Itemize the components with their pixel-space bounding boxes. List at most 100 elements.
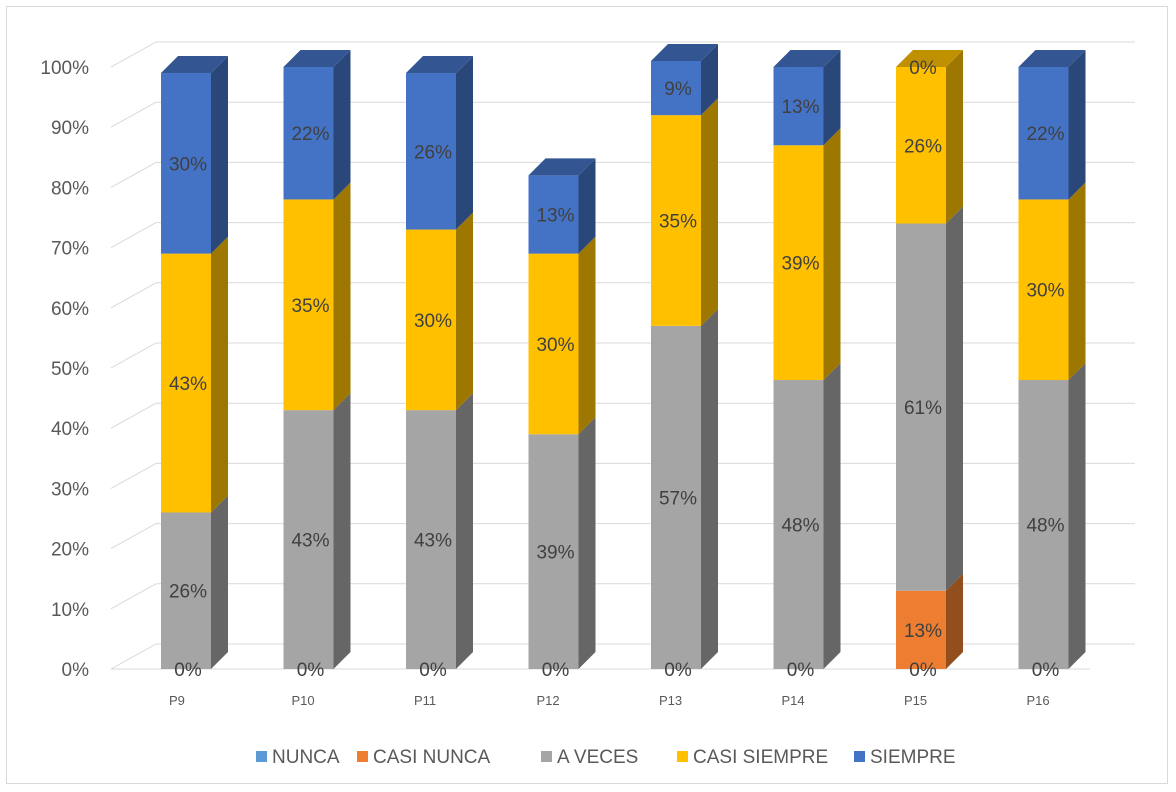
data-label: 26% bbox=[414, 142, 452, 163]
bar-segment-side bbox=[578, 236, 596, 435]
category-label: P12 bbox=[537, 693, 560, 708]
bar-segment-side bbox=[211, 495, 228, 669]
bar-segment bbox=[1018, 199, 1069, 381]
y-tick-label: 10% bbox=[51, 600, 89, 621]
legend-swatch bbox=[357, 751, 368, 762]
data-label: 22% bbox=[1026, 124, 1064, 145]
gridline-diagonal bbox=[110, 643, 157, 670]
bar-segment-side bbox=[1068, 50, 1086, 200]
bar-segment-top bbox=[1018, 50, 1086, 67]
y-axis-ticks: 0% 10% 20% 30% 40% 50% 60% 70% 80% 90% 100% bbox=[40, 58, 89, 681]
y-tick-label: 0% bbox=[62, 660, 90, 681]
data-label: 43% bbox=[414, 531, 452, 552]
bar-segment bbox=[651, 60, 701, 116]
data-label: 13% bbox=[536, 205, 574, 226]
bar-segment-side bbox=[1068, 363, 1086, 669]
bar-segment-top bbox=[406, 56, 473, 74]
bar-segment bbox=[283, 410, 334, 669]
bar-segment-side bbox=[333, 50, 351, 200]
bar-segment bbox=[528, 253, 579, 435]
bar-segment-side bbox=[456, 56, 473, 230]
bar-segment-side bbox=[333, 182, 351, 411]
bar-segment bbox=[896, 67, 946, 224]
data-label: 35% bbox=[659, 212, 697, 233]
data-label: 0% bbox=[174, 660, 202, 681]
data-label: 0% bbox=[297, 660, 325, 681]
data-label: 30% bbox=[169, 154, 207, 175]
legend-label: SIEMPRE bbox=[870, 747, 956, 768]
stacked-bar-chart: 0% 10% 20% 30% 40% 50% 60% 70% 80% 90% 100% 0% 26% 4… bbox=[40, 41, 1135, 768]
bar-segment-side bbox=[701, 43, 718, 116]
data-label: 35% bbox=[291, 296, 329, 317]
data-label: 0% bbox=[664, 660, 692, 681]
y-tick-label: 70% bbox=[51, 239, 89, 260]
y-tick-label: 50% bbox=[51, 359, 89, 380]
category-label: P14 bbox=[782, 693, 805, 708]
category-label: P10 bbox=[292, 693, 315, 708]
data-label: 39% bbox=[781, 254, 819, 275]
data-label: 48% bbox=[1026, 516, 1064, 537]
gridline-diagonal bbox=[110, 161, 157, 188]
chart-frame: 0% 10% 20% 30% 40% 50% 60% 70% 80% 90% 100% 0% 26% 4… bbox=[6, 6, 1168, 784]
data-label: 61% bbox=[904, 398, 942, 419]
bar-segment-side bbox=[578, 158, 596, 254]
bar-segment bbox=[161, 512, 211, 669]
bar-segment bbox=[161, 253, 211, 513]
data-label: 13% bbox=[904, 621, 942, 642]
y-tick-label: 30% bbox=[51, 479, 89, 500]
legend-swatch bbox=[256, 751, 267, 762]
y-tick-label: 60% bbox=[51, 299, 89, 320]
category-label: P11 bbox=[414, 693, 436, 708]
gridline-diagonal bbox=[110, 101, 157, 128]
y-tick-label: 80% bbox=[51, 178, 89, 199]
bar-segment-side bbox=[946, 206, 963, 591]
bar-segment-side bbox=[456, 393, 473, 669]
bar-segment-top bbox=[651, 43, 718, 61]
legend: NUNCA CASI NUNCA A VECES CASI SIEMPRE SIEMPR… bbox=[256, 747, 956, 768]
bar-segment bbox=[283, 199, 334, 411]
bar-segment bbox=[773, 67, 824, 146]
data-label: 22% bbox=[291, 124, 329, 145]
bar-segment bbox=[406, 73, 456, 230]
bar-segment bbox=[773, 145, 824, 381]
data-label: 26% bbox=[169, 582, 207, 603]
data-label: 9% bbox=[664, 79, 692, 100]
y-tick-label: 90% bbox=[51, 118, 89, 139]
data-labels: 0% 26% 43% 30% 0% 43% 35% 22% 0% 43% 30% 26% 0% 39% 30… bbox=[169, 58, 1065, 681]
bar-segment-side bbox=[823, 363, 841, 669]
legend-swatch bbox=[854, 751, 865, 762]
legend-label: NUNCA bbox=[272, 747, 340, 768]
bar-segment-side bbox=[946, 573, 963, 669]
data-label: 0% bbox=[419, 660, 447, 681]
bar-segment-side bbox=[823, 128, 841, 381]
data-label: 13% bbox=[781, 97, 819, 118]
gridline-diagonal bbox=[110, 583, 157, 610]
bar-segment-side bbox=[211, 56, 228, 254]
data-label: 48% bbox=[781, 516, 819, 537]
category-label: P9 bbox=[169, 693, 185, 708]
gridline-diagonal bbox=[110, 523, 157, 550]
bar-segment bbox=[1018, 67, 1069, 200]
legend-label: CASI SIEMPRE bbox=[693, 747, 828, 768]
gridline-diagonal bbox=[110, 402, 157, 429]
x-axis-categories: P9 P10 P11 P12 P13 P14 P15 P16 bbox=[169, 693, 1050, 708]
bar-segment bbox=[651, 115, 701, 326]
data-label: 43% bbox=[169, 374, 207, 395]
bar-segment-top bbox=[161, 56, 228, 74]
data-label: 39% bbox=[536, 543, 574, 564]
bar-segment bbox=[406, 229, 456, 411]
bar-segment bbox=[1018, 380, 1069, 669]
bar-segment bbox=[896, 223, 946, 591]
data-label: 0% bbox=[542, 660, 570, 681]
y-tick-label: 20% bbox=[51, 540, 89, 561]
bar-segment bbox=[283, 67, 334, 200]
category-label: P16 bbox=[1027, 693, 1050, 708]
data-label: 30% bbox=[414, 311, 452, 332]
gridline-diagonal bbox=[110, 41, 157, 68]
data-label: 30% bbox=[1026, 281, 1064, 302]
bar-segment-top bbox=[896, 50, 963, 67]
bar-segment bbox=[161, 73, 211, 254]
bar-segment-top bbox=[283, 50, 351, 67]
bar-segment bbox=[773, 380, 824, 669]
bar-segment bbox=[528, 434, 579, 669]
